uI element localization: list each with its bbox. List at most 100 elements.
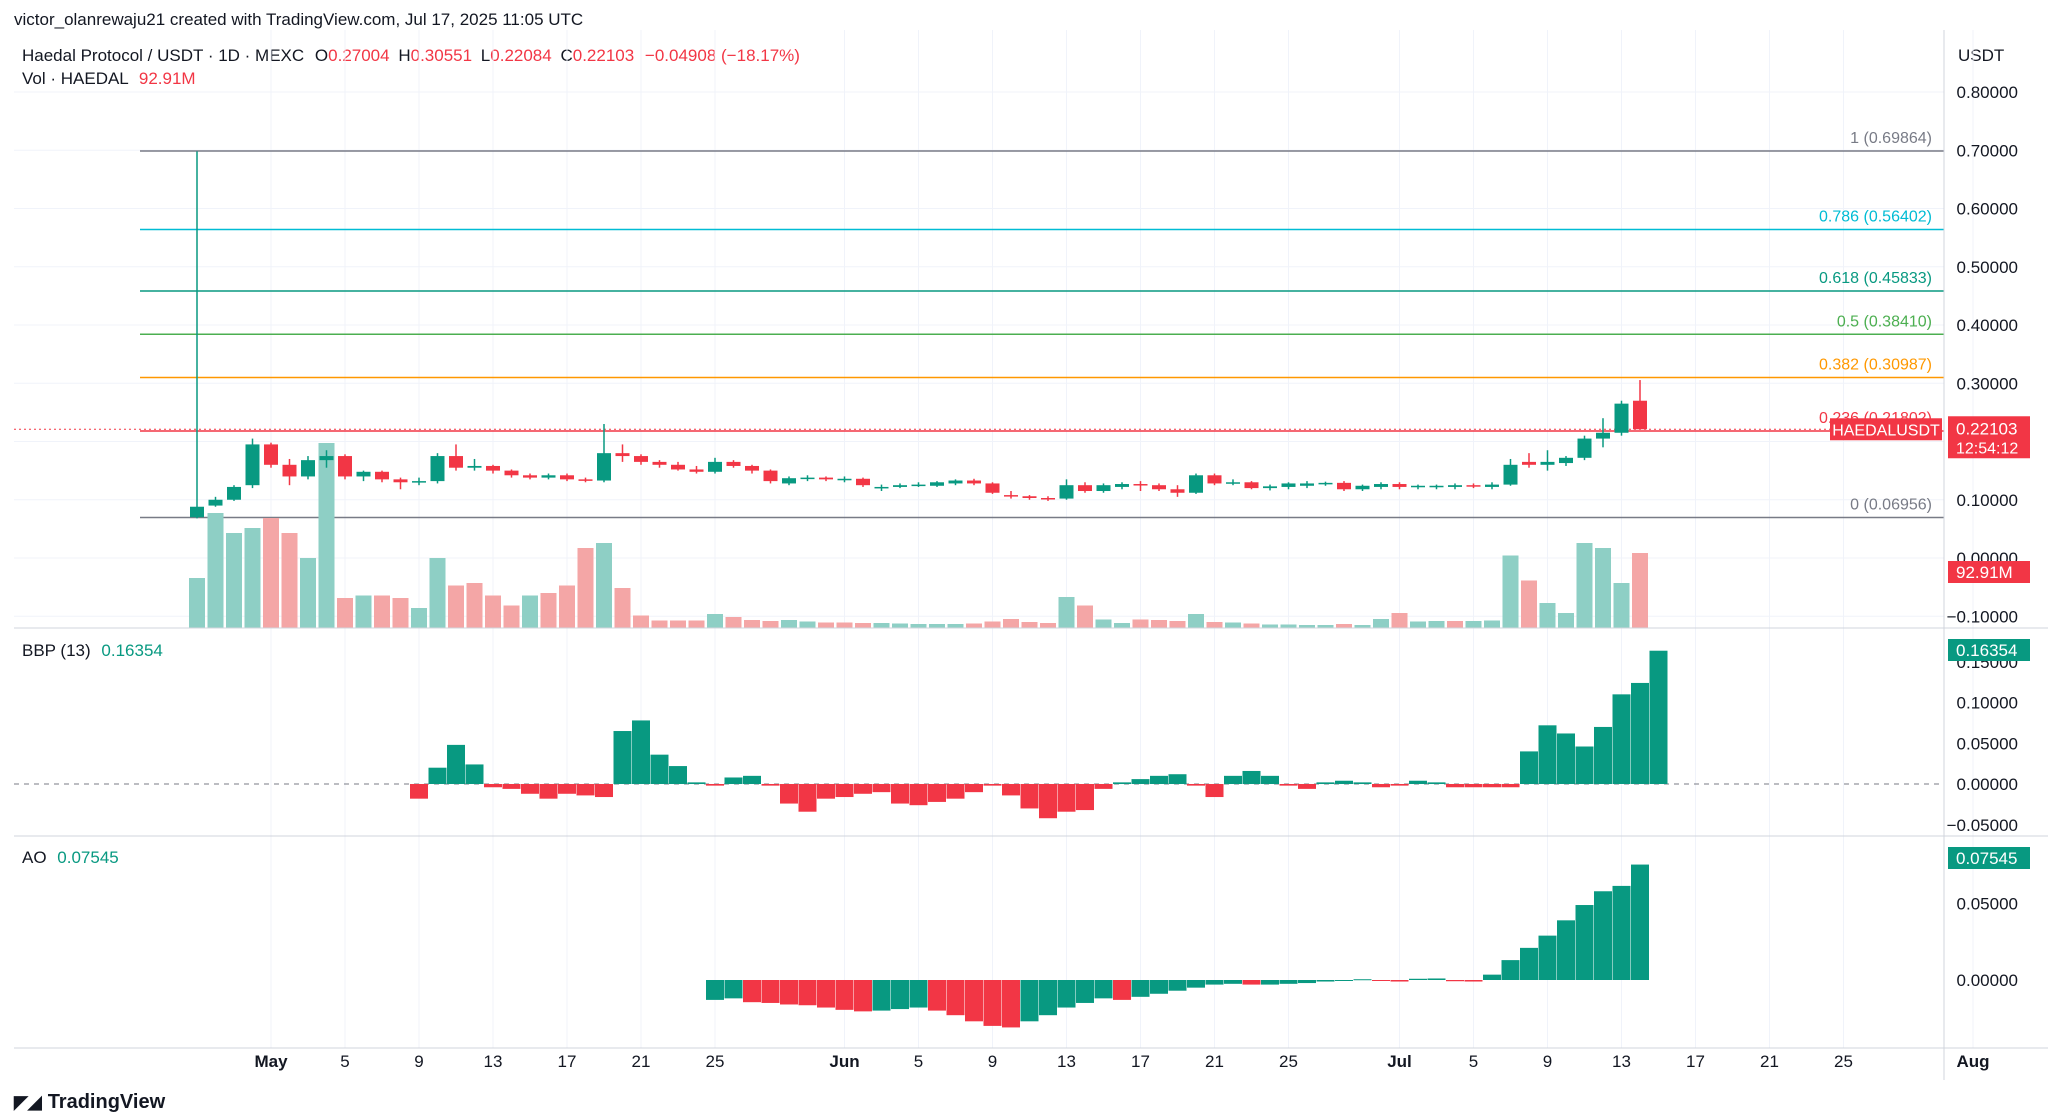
grid-lines: [14, 30, 1974, 1048]
bbp-bar: [1520, 751, 1538, 784]
ao-bar: [1279, 980, 1298, 984]
candle-body: [985, 483, 1000, 493]
price-axis-tick: 0.30000: [1957, 374, 2018, 393]
bbp-axis-tick: 0.10000: [1957, 694, 2018, 713]
time-axis-tick: 21: [1205, 1052, 1224, 1071]
volume-bar: [226, 533, 242, 628]
candle-body: [1263, 486, 1277, 489]
time-axis-tick: 17: [558, 1052, 577, 1071]
volume-badge-text: 92.91M: [1956, 563, 2013, 582]
ao-bar: [1150, 980, 1168, 994]
bbp-badge-text: 0.16354: [1956, 641, 2017, 660]
candle-body: [1244, 482, 1259, 489]
volume-legend-label[interactable]: Vol · HAEDAL: [22, 69, 129, 88]
time-axis-tick: 13: [1612, 1052, 1631, 1071]
volume-bar: [1317, 625, 1334, 628]
candle-body: [375, 471, 389, 480]
bbp-bar: [706, 784, 724, 786]
candle-body: [486, 465, 500, 471]
time-axis-tick: 5: [914, 1052, 923, 1071]
volume-badge: [1948, 561, 2030, 583]
bbp-bar: [1649, 650, 1668, 784]
candle-body: [856, 478, 870, 486]
volume-bar: [836, 622, 853, 628]
axis-labels: 0.80000 0.70000 0.60000 0.50000 0.40000 0.300…: [254, 83, 2030, 1071]
ao-bar: [1464, 980, 1483, 982]
time-axis-tick: 13: [484, 1052, 503, 1071]
price-candles: [190, 151, 1647, 519]
currency-label[interactable]: USDT: [1958, 46, 2005, 65]
ao-bar: [928, 980, 946, 1011]
ao-bar: [965, 980, 983, 1022]
symbol-title[interactable]: Haedal Protocol / USDT · 1D · MEXC: [22, 46, 305, 65]
bbp-bar: [539, 784, 558, 799]
bbp-bar: [576, 784, 595, 796]
bbp-legend: BBP (13) 0.16354: [22, 641, 163, 661]
candle-body: [338, 456, 352, 477]
bbp-bar: [613, 731, 632, 784]
ao-legend-label[interactable]: AO: [22, 848, 47, 867]
bbp-bar: [1131, 779, 1150, 784]
ao-bar: [1205, 980, 1224, 985]
fib-level-label: 0 (0.06956): [1850, 496, 1932, 513]
candle-body: [837, 478, 852, 481]
bbp-legend-label[interactable]: BBP (13): [22, 641, 91, 660]
volume-bar: [1114, 623, 1130, 628]
volume-bar: [744, 620, 760, 628]
time-axis-tick: 21: [632, 1052, 651, 1071]
candle-body: [449, 456, 463, 468]
low-value: 0.22084: [490, 46, 552, 65]
tradingview-logo-icon: ◤◢: [14, 1092, 42, 1112]
candle-body: [967, 480, 981, 484]
time-axis-tick: Jun: [829, 1052, 859, 1071]
bbp-bar: [1279, 784, 1298, 786]
candle-body: [430, 456, 445, 482]
bbp-bar: [1261, 775, 1279, 784]
volume-bar: [596, 543, 612, 628]
volume-bar: [1447, 621, 1463, 628]
volume-bar: [892, 623, 908, 628]
open-value: 0.27004: [328, 46, 390, 65]
ao-bar: [1261, 980, 1279, 985]
volume-bar: [910, 624, 927, 628]
candle-body: [1318, 482, 1333, 485]
bbp-bar: [669, 766, 687, 784]
candle-body: [708, 461, 722, 472]
candle-body: [541, 475, 556, 478]
volume-bar: [1040, 623, 1056, 628]
time-axis-tick: 17: [1686, 1052, 1705, 1071]
last-price-badge: [1948, 416, 2030, 459]
bbp-bar: [1168, 774, 1187, 784]
time-axis-tick: 9: [1543, 1052, 1552, 1071]
candle-body: [948, 480, 963, 484]
volume-bar: [355, 595, 372, 628]
volume-bar: [1262, 624, 1278, 628]
candle-body: [671, 464, 685, 470]
candle-body: [1300, 483, 1314, 486]
bbp-bar: [1020, 784, 1039, 809]
volume-bar: [300, 558, 316, 628]
fib-level-label: 0.618 (0.45833): [1819, 270, 1932, 287]
candle-body: [245, 444, 260, 486]
ao-bar: [1002, 980, 1020, 1028]
bbp-bar: [761, 784, 780, 786]
bbp-bar: [798, 784, 817, 812]
bbp-bar: [1501, 784, 1520, 788]
bbp-bar: [780, 784, 798, 804]
time-axis-tick: Aug: [1956, 1052, 1989, 1071]
bbp-bar: [447, 744, 465, 784]
candle-body: [1152, 485, 1166, 490]
bbp-bar: [1612, 694, 1631, 784]
bbp-bar: [1594, 726, 1612, 784]
ao-legend-value: 0.07545: [57, 848, 119, 867]
candle-body: [745, 465, 759, 471]
candle-body: [578, 479, 593, 481]
bbp-bar: [1427, 782, 1446, 784]
candle-body: [893, 485, 907, 487]
candle-body: [1503, 464, 1518, 485]
ao-bar: [1131, 980, 1150, 997]
tradingview-logo[interactable]: ◤◢ TradingView: [14, 1091, 165, 1114]
volume-bar: [485, 595, 501, 628]
